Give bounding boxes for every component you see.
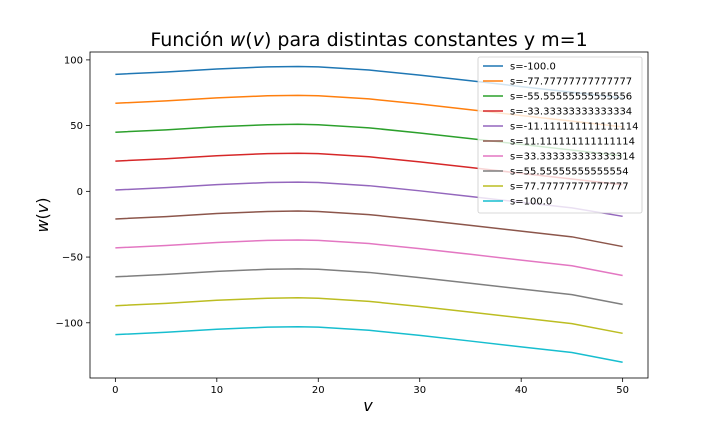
- legend: s=-100.0 s=-77.77777777777777 s=-55.555555…: [477, 56, 643, 214]
- axes: 0 10 20 30 40 50 −100 −50 0 50 100: [56, 51, 649, 396]
- legend-label-7: s=33.333333333333314: [510, 152, 635, 163]
- legend-label-10: s=100.0: [510, 197, 552, 208]
- plot-area: [115, 65, 623, 363]
- series-line-6: [115, 210, 623, 248]
- series-line-10: [115, 325, 623, 363]
- plot-frame: [89, 51, 649, 379]
- y-tick-label: −50: [62, 253, 83, 264]
- x-tick-label: 20: [312, 385, 325, 396]
- legend-label-2: s=-77.77777777777777: [510, 77, 632, 88]
- y-tick-label: 50: [70, 121, 83, 132]
- y-axis-label: w(v): [33, 197, 52, 232]
- y-tick-label: −100: [56, 318, 83, 329]
- legend-label-5: s=-11.111111111111114: [510, 122, 639, 133]
- x-tick-label: 10: [210, 385, 223, 396]
- series-line-9: [115, 297, 623, 335]
- y-tick-label: 100: [64, 55, 83, 66]
- x-tick-label: 30: [413, 385, 426, 396]
- series-line-8: [115, 268, 623, 306]
- legend-label-4: s=-33.33333333333334: [510, 107, 632, 118]
- legend-label-9: s=77.77777777777777: [510, 182, 629, 193]
- legend-label-6: s=11.111111111111114: [510, 137, 635, 148]
- x-tick-label: 0: [112, 385, 118, 396]
- legend-box: [477, 56, 643, 214]
- y-tick-label: 0: [77, 187, 83, 198]
- x-tick-label: 50: [616, 385, 629, 396]
- legend-label-1: s=-100.0: [510, 62, 556, 73]
- series-line-7: [115, 239, 623, 277]
- x-axis-label: v: [363, 396, 373, 415]
- chart-title: Función w(v) para distintas constantes y…: [150, 29, 587, 51]
- x-tick-label: 40: [515, 385, 528, 396]
- legend-label-3: s=-55.55555555555556: [510, 92, 632, 103]
- legend-label-8: s=55.55555555555554: [510, 167, 629, 178]
